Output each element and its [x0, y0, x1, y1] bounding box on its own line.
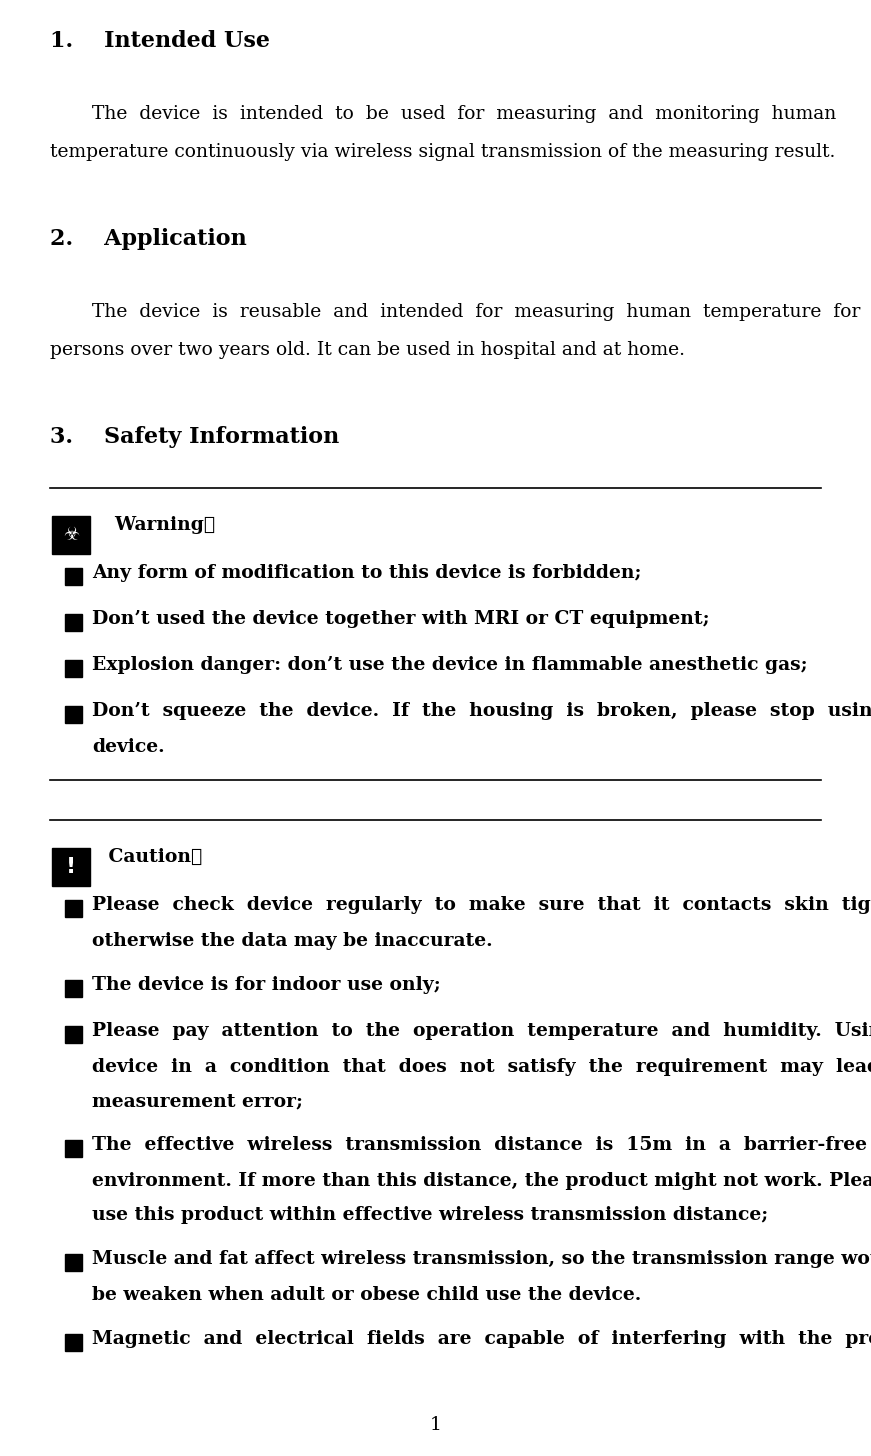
- Text: 1: 1: [429, 1417, 442, 1434]
- Text: The  effective  wireless  transmission  distance  is  15m  in  a  barrier-free: The effective wireless transmission dist…: [92, 1136, 867, 1155]
- Text: The  device  is  reusable  and  intended  for  measuring  human  temperature  fo: The device is reusable and intended for …: [92, 303, 861, 320]
- Text: The device is for indoor use only;: The device is for indoor use only;: [92, 976, 441, 994]
- Text: device.: device.: [92, 738, 165, 756]
- Text: !: !: [66, 858, 76, 877]
- FancyBboxPatch shape: [65, 980, 82, 997]
- Text: The  device  is  intended  to  be  used  for  measuring  and  monitoring  human: The device is intended to be used for me…: [92, 105, 836, 122]
- FancyBboxPatch shape: [65, 614, 82, 630]
- Text: temperature continuously via wireless signal transmission of the measuring resul: temperature continuously via wireless si…: [50, 143, 835, 162]
- Text: 3.    Safety Information: 3. Safety Information: [50, 427, 339, 448]
- Text: be weaken when adult or obese child use the device.: be weaken when adult or obese child use …: [92, 1286, 641, 1305]
- FancyBboxPatch shape: [65, 1254, 82, 1271]
- FancyBboxPatch shape: [65, 1334, 82, 1351]
- Text: use this product within effective wireless transmission distance;: use this product within effective wirele…: [92, 1206, 768, 1224]
- Text: Don’t used the device together with MRI or CT equipment;: Don’t used the device together with MRI …: [92, 610, 710, 628]
- FancyBboxPatch shape: [52, 515, 90, 553]
- Text: persons over two years old. It can be used in hospital and at home.: persons over two years old. It can be us…: [50, 341, 685, 360]
- Text: measurement error;: measurement error;: [92, 1092, 303, 1109]
- Text: otherwise the data may be inaccurate.: otherwise the data may be inaccurate.: [92, 932, 493, 949]
- Text: ☣: ☣: [63, 526, 79, 545]
- FancyBboxPatch shape: [65, 900, 82, 917]
- Text: Don’t  squeeze  the  device.  If  the  housing  is  broken,  please  stop  using: Don’t squeeze the device. If the housing…: [92, 702, 871, 721]
- Text: Any form of modification to this device is forbidden;: Any form of modification to this device …: [92, 563, 642, 582]
- FancyBboxPatch shape: [65, 1026, 82, 1042]
- Text: Muscle and fat affect wireless transmission, so the transmission range would: Muscle and fat affect wireless transmiss…: [92, 1251, 871, 1268]
- Text: Please  pay  attention  to  the  operation  temperature  and  humidity.  Using  : Please pay attention to the operation te…: [92, 1022, 871, 1040]
- FancyBboxPatch shape: [65, 1140, 82, 1158]
- Text: device  in  a  condition  that  does  not  satisfy  the  requirement  may  lead: device in a condition that does not sati…: [92, 1059, 871, 1076]
- FancyBboxPatch shape: [65, 660, 82, 677]
- Text: Please  check  device  regularly  to  make  sure  that  it  contacts  skin  tigh: Please check device regularly to make su…: [92, 895, 871, 914]
- FancyBboxPatch shape: [65, 568, 82, 585]
- Text: Warning：: Warning：: [102, 515, 215, 534]
- Text: Magnetic  and  electrical  fields  are  capable  of  interfering  with  the  pro: Magnetic and electrical fields are capab…: [92, 1329, 871, 1348]
- FancyBboxPatch shape: [65, 706, 82, 724]
- Text: Explosion danger: don’t use the device in flammable anesthetic gas;: Explosion danger: don’t use the device i…: [92, 657, 807, 674]
- Text: Caution：: Caution：: [102, 847, 202, 866]
- FancyBboxPatch shape: [52, 847, 90, 887]
- Text: 2.    Application: 2. Application: [50, 229, 246, 250]
- Text: environment. If more than this distance, the product might not work. Please: environment. If more than this distance,…: [92, 1172, 871, 1190]
- Text: 1.    Intended Use: 1. Intended Use: [50, 31, 270, 52]
